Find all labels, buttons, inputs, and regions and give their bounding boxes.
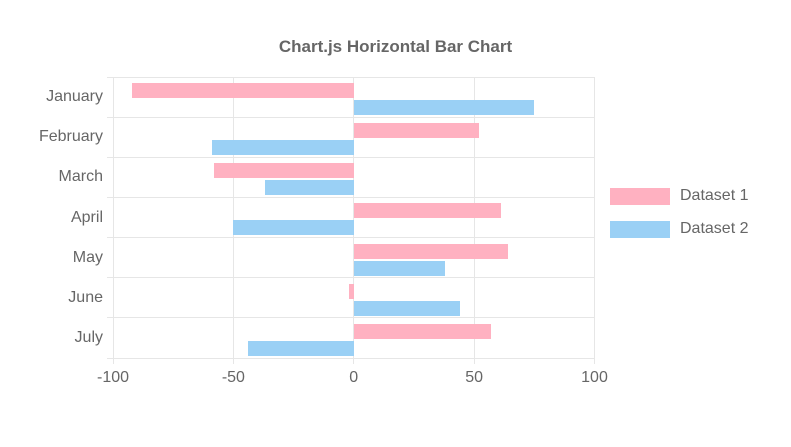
y-axis-tick [107, 116, 113, 118]
bar-dataset-1-january[interactable] [132, 83, 354, 98]
gridline-horizontal [113, 237, 595, 239]
y-axis-tick [107, 237, 113, 239]
y-axis-tick [107, 76, 113, 78]
x-axis-tick [353, 358, 355, 364]
gridline-vertical [112, 77, 114, 358]
bar-dataset-1-march[interactable] [214, 163, 354, 179]
y-axis-tick [107, 357, 113, 359]
legend-swatch-dataset-1 [610, 187, 670, 205]
bar-dataset-2-may[interactable] [353, 260, 446, 276]
y-tick-label: June [68, 288, 103, 306]
gridline-horizontal [113, 277, 595, 279]
gridline-horizontal [113, 116, 595, 118]
y-axis-tick [107, 196, 113, 198]
gridline-horizontal [113, 196, 595, 198]
gridline-vertical [594, 77, 595, 358]
x-tick-label: 50 [465, 369, 484, 386]
y-axis-tick [107, 277, 113, 279]
legend-swatch-dataset-2 [610, 220, 670, 238]
gridline-vertical [232, 77, 234, 358]
x-axis-tick [473, 358, 475, 364]
bar-dataset-2-january[interactable] [353, 100, 535, 115]
y-tick-label: January [46, 88, 103, 106]
gridline-horizontal [113, 156, 595, 158]
bar-dataset-2-april[interactable] [233, 220, 354, 236]
bar-dataset-2-february[interactable] [211, 140, 354, 156]
x-tick-label: -50 [221, 369, 245, 386]
gridline-horizontal [113, 76, 595, 78]
bar-dataset-1-july[interactable] [353, 323, 491, 339]
legend-item-dataset-2[interactable]: Dataset 2 [610, 220, 748, 238]
x-axis-tick [594, 358, 595, 364]
gridline-horizontal [113, 317, 595, 319]
bar-dataset-1-june[interactable] [348, 283, 354, 299]
x-tick-label: 100 [581, 369, 608, 386]
x-tick-label: -100 [96, 369, 130, 386]
gridline-horizontal [113, 357, 595, 359]
legend-item-dataset-1[interactable]: Dataset 1 [610, 187, 748, 205]
y-tick-label: April [70, 208, 103, 226]
legend-label-dataset-1: Dataset 1 [680, 187, 749, 204]
x-axis-tick [232, 358, 234, 364]
y-axis-tick [107, 156, 113, 158]
bar-dataset-1-may[interactable] [353, 243, 508, 259]
bar-dataset-1-april[interactable] [353, 203, 501, 219]
y-tick-label: July [74, 328, 103, 346]
bar-dataset-1-february[interactable] [353, 123, 479, 139]
y-tick-label: March [58, 168, 103, 186]
bar-dataset-2-march[interactable] [264, 180, 354, 196]
chart-title: Chart.js Horizontal Bar Chart [278, 37, 513, 56]
x-axis-tick [112, 358, 114, 364]
legend-label-dataset-2: Dataset 2 [680, 220, 749, 237]
bar-dataset-2-july[interactable] [247, 340, 354, 356]
y-tick-label: May [72, 248, 103, 266]
legend: Dataset 1 Dataset 2 [610, 187, 748, 253]
bar-dataset-2-june[interactable] [353, 300, 460, 316]
y-tick-label: February [38, 128, 103, 146]
x-tick-label: 0 [349, 369, 359, 386]
y-axis-tick [107, 317, 113, 319]
